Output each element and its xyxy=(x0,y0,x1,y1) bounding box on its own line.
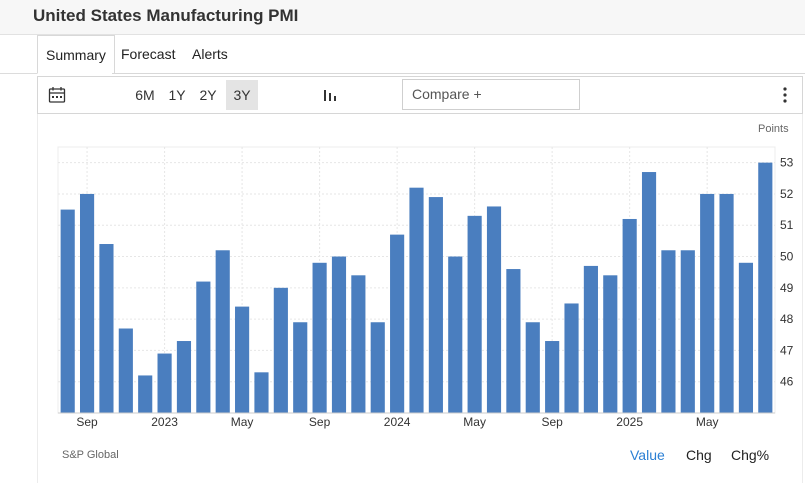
range-3y-button[interactable]: 3Y xyxy=(226,80,258,110)
y-tick-label: 49 xyxy=(780,281,794,295)
tab-bar: Summary Forecast Alerts xyxy=(37,35,805,74)
bar-2023-01 xyxy=(157,353,172,413)
bar-2024-05 xyxy=(467,215,482,413)
y-axis-unit-label: Points xyxy=(758,123,789,135)
bar-2025-02 xyxy=(641,172,657,413)
bar-2023-10 xyxy=(331,256,347,413)
calendar-icon[interactable] xyxy=(46,80,68,110)
divider xyxy=(112,73,805,74)
bar-2022-12 xyxy=(138,375,153,413)
vertical-dots-icon[interactable] xyxy=(776,80,794,110)
chart-toolbar: 6M 1Y 2Y 3Y Compare + xyxy=(37,76,803,114)
bar-2025-04 xyxy=(680,250,695,413)
mode-value-button[interactable]: Value xyxy=(630,447,665,463)
bar-2022-09 xyxy=(79,193,95,413)
bar-2022-10 xyxy=(99,244,114,413)
source-label: S&P Global xyxy=(62,449,119,461)
bar-2024-06 xyxy=(486,206,502,413)
bar-2023-07 xyxy=(273,287,288,413)
x-tick-label: Sep xyxy=(541,415,563,429)
header-band: United States Manufacturing PMI xyxy=(0,0,805,35)
range-1y-button[interactable]: 1Y xyxy=(168,87,186,103)
bar-2024-10 xyxy=(564,303,579,413)
x-tick-label: Sep xyxy=(76,415,98,429)
bar-2023-11 xyxy=(351,275,366,413)
x-tick-label: 2023 xyxy=(151,415,178,429)
bar-2025-03 xyxy=(661,250,676,413)
y-tick-label: 48 xyxy=(780,312,794,326)
bar-2024-03 xyxy=(428,197,443,413)
tab-alerts[interactable]: Alerts xyxy=(192,46,228,62)
bar-2024-07 xyxy=(506,269,521,413)
bar-2025-08 xyxy=(758,162,773,413)
tab-forecast[interactable]: Forecast xyxy=(121,46,176,62)
mode-chg-percent-button[interactable]: Chg% xyxy=(731,447,770,463)
x-tick-label: May xyxy=(463,415,486,429)
bar-2024-09 xyxy=(545,341,560,413)
y-tick-label: 50 xyxy=(780,250,794,264)
bar-2025-01 xyxy=(622,218,637,413)
bar-2024-02 xyxy=(409,187,424,413)
range-6m-button[interactable]: 6M xyxy=(135,87,155,103)
bar-2023-04 xyxy=(215,250,230,413)
bar-2024-04 xyxy=(448,256,463,413)
y-tick-label: 51 xyxy=(780,218,794,232)
range-2y-button[interactable]: 2Y xyxy=(199,87,217,103)
bar-2025-06 xyxy=(719,193,734,413)
mode-chg-button[interactable]: Chg xyxy=(686,447,712,463)
bar-2024-12 xyxy=(603,275,618,413)
x-tick-label: May xyxy=(696,415,719,429)
y-tick-label: 52 xyxy=(780,187,794,201)
x-tick-label: Sep xyxy=(309,415,331,429)
bar-2022-08 xyxy=(60,209,75,413)
x-tick-label: 2025 xyxy=(616,415,643,429)
bar-2023-09 xyxy=(312,262,327,413)
y-tick-label: 46 xyxy=(780,375,794,389)
tab-summary[interactable]: Summary xyxy=(37,35,115,74)
bar-2024-11 xyxy=(583,265,598,413)
y-tick-label: 47 xyxy=(780,343,794,357)
bar-2023-08 xyxy=(293,322,308,413)
chart-panel xyxy=(37,114,803,483)
bar-2024-08 xyxy=(525,322,540,413)
x-tick-label: 2024 xyxy=(384,415,411,429)
compare-input[interactable]: Compare + xyxy=(402,79,580,110)
bar-2023-12 xyxy=(370,322,385,413)
bar-2022-11 xyxy=(118,328,133,413)
bar-2024-01 xyxy=(390,234,405,413)
bar-2023-05 xyxy=(235,306,250,413)
bar-chart-icon[interactable] xyxy=(319,80,341,110)
page-title: United States Manufacturing PMI xyxy=(33,6,299,25)
bar-2023-03 xyxy=(196,281,211,413)
bar-2023-02 xyxy=(176,341,192,413)
y-tick-label: 53 xyxy=(780,156,794,170)
bar-2025-07 xyxy=(738,262,754,413)
bar-2023-06 xyxy=(254,372,269,413)
divider xyxy=(0,73,37,74)
bar-2025-05 xyxy=(700,193,715,413)
x-tick-label: May xyxy=(231,415,254,429)
